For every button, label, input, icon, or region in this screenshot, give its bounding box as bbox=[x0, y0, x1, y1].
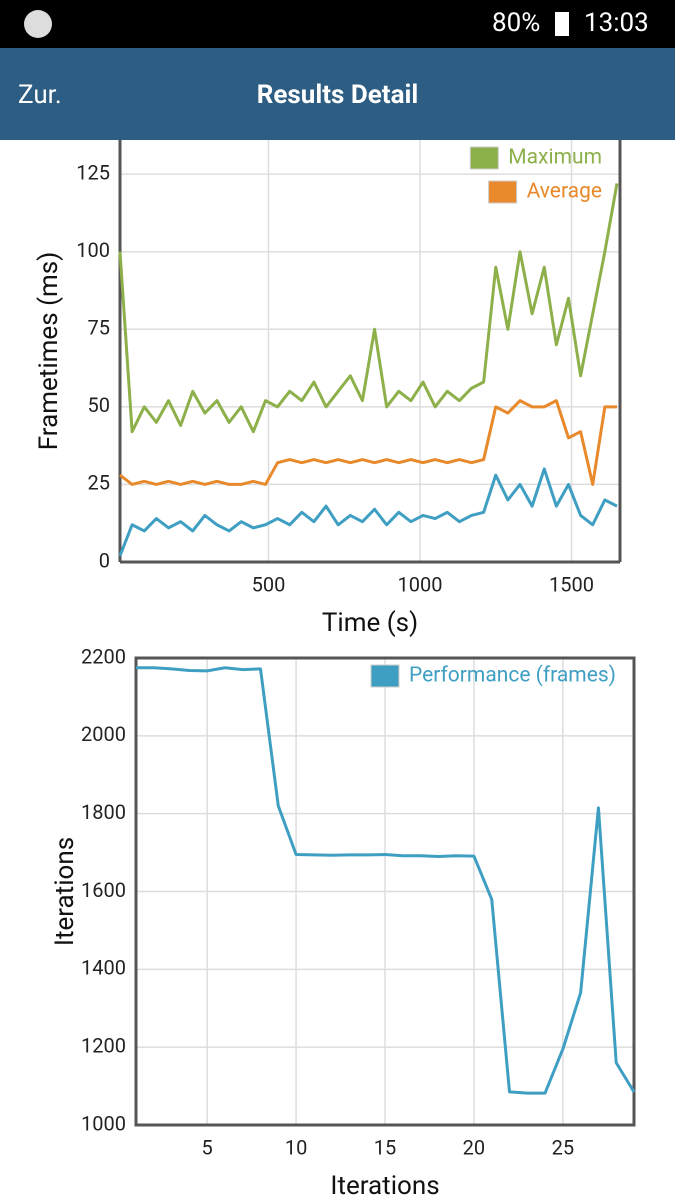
legend-swatch bbox=[370, 664, 400, 688]
y-tick-label: 1800 bbox=[81, 800, 126, 824]
x-tick-label: 5 bbox=[202, 1135, 213, 1159]
x-tick-label: 1500 bbox=[549, 572, 594, 596]
battery-icon bbox=[555, 12, 569, 36]
y-tick-label: 0 bbox=[99, 548, 110, 572]
legend-swatch bbox=[469, 146, 499, 170]
x-axis-title: Iterations bbox=[330, 1171, 439, 1200]
x-tick-label: 500 bbox=[252, 572, 286, 596]
y-tick-label: 50 bbox=[88, 393, 110, 417]
x-tick-label: 15 bbox=[374, 1135, 396, 1159]
y-axis-title: Iterations bbox=[50, 837, 80, 946]
legend-label: Average bbox=[527, 180, 602, 204]
status-bar: 80% 13:03 bbox=[0, 0, 675, 48]
legend-swatch bbox=[488, 180, 518, 204]
app-icon bbox=[24, 10, 52, 38]
x-tick-label: 1000 bbox=[398, 572, 443, 596]
y-tick-label: 100 bbox=[76, 238, 110, 262]
y-tick-label: 125 bbox=[76, 160, 110, 184]
x-tick-label: 25 bbox=[552, 1135, 574, 1159]
plot-frame bbox=[134, 656, 636, 1127]
clock: 13:03 bbox=[584, 8, 649, 38]
x-axis-title: Time (s) bbox=[322, 608, 418, 638]
y-axis-title: Frametimes (ms) bbox=[34, 252, 64, 451]
back-button[interactable]: Zur. bbox=[18, 80, 62, 110]
series-line bbox=[118, 183, 619, 434]
y-tick-label: 2200 bbox=[81, 644, 126, 668]
y-tick-label: 2000 bbox=[81, 722, 126, 746]
screen-title: Results Detail bbox=[256, 80, 419, 110]
y-tick-label: 1600 bbox=[81, 878, 126, 902]
y-tick-label: 1200 bbox=[81, 1033, 126, 1057]
series-line bbox=[119, 399, 617, 486]
series-line bbox=[118, 467, 618, 557]
charts: 0 25 50 75 100 125 500 1000 1500 Maximum Average Ti… bbox=[34, 140, 636, 1200]
app-bar: Zur. Results Detail bbox=[0, 48, 675, 140]
legend-label: Performance (frames) bbox=[409, 664, 616, 688]
legend-label: Maximum bbox=[508, 146, 602, 170]
x-tick-label: 20 bbox=[463, 1135, 485, 1159]
y-tick-label: 1400 bbox=[81, 956, 126, 980]
series-line bbox=[136, 666, 636, 1095]
battery-text: 80% bbox=[492, 8, 541, 38]
y-tick-label: 1000 bbox=[81, 1111, 126, 1135]
y-tick-label: 75 bbox=[88, 316, 110, 340]
y-tick-label: 25 bbox=[88, 471, 110, 495]
x-tick-label: 10 bbox=[285, 1135, 307, 1159]
